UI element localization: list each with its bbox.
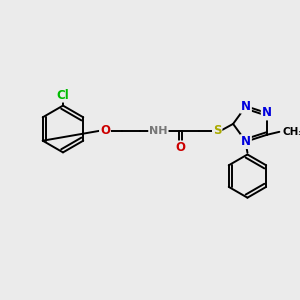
Text: O: O xyxy=(175,141,185,154)
Text: N: N xyxy=(262,106,272,119)
Text: CH₃: CH₃ xyxy=(282,127,300,137)
Text: S: S xyxy=(213,124,221,137)
Text: N: N xyxy=(241,135,251,148)
Text: Cl: Cl xyxy=(57,88,69,102)
Text: N: N xyxy=(241,100,251,113)
Text: NH: NH xyxy=(149,125,168,136)
Text: O: O xyxy=(100,124,110,137)
